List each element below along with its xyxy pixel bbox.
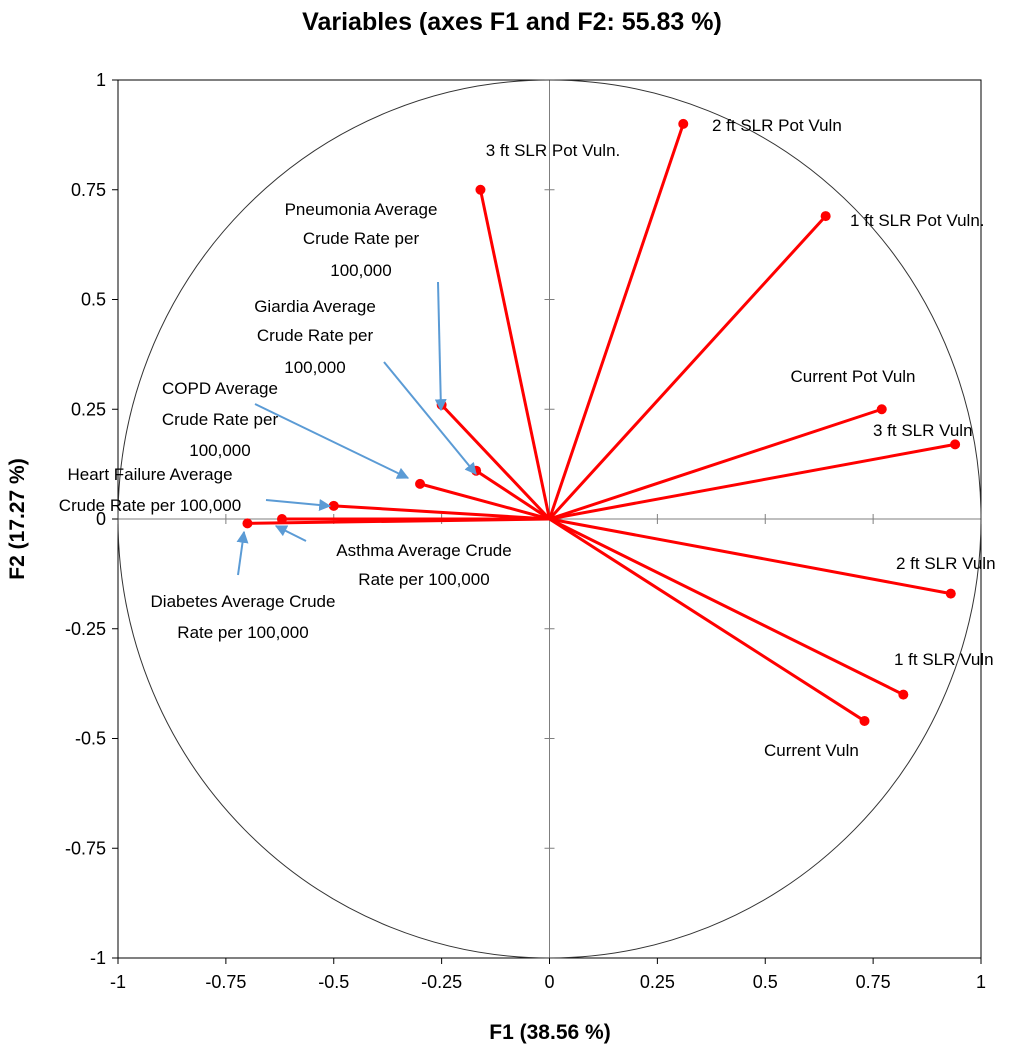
x-tick-label: 0.25	[640, 972, 675, 992]
variable-vector	[478, 189, 551, 520]
variable-vector	[548, 123, 685, 520]
pointer-arrow-layer	[236, 281, 477, 576]
variable-label-line: 1 ft SLR Vuln	[894, 650, 994, 669]
label-layer: 2 ft SLR Pot Vuln 3 ft SLR Pot Vuln. 1 ft …	[59, 116, 996, 760]
x-axis-title: F1 (38.56 %)	[489, 1021, 610, 1044]
variable-label-line: Crude Rate per	[303, 229, 420, 248]
label-pointer-arrow	[254, 403, 410, 479]
variable-vector	[440, 403, 551, 521]
variable-label-line: Crude Rate per	[162, 410, 279, 429]
variable-label-line: 100,000	[284, 358, 345, 377]
variable-label: Current Vuln	[764, 741, 859, 760]
variable-label-line: Crude Rate per	[257, 326, 374, 345]
label-pointer-arrow	[383, 361, 477, 475]
x-tick-label: -1	[110, 972, 126, 992]
tick-layer: -1 -0.75 -0.5 -0.25 0 0.25 0.5 0.75 1 1 0.75 0.5 0.2…	[65, 70, 986, 992]
variable-point	[415, 478, 426, 489]
y-tick-label: -0.75	[65, 838, 106, 858]
variable-label-line: Current Vuln	[764, 741, 859, 760]
variable-label-line: 3 ft SLR Vuln	[873, 421, 973, 440]
variable-label-line: 2 ft SLR Pot Vuln	[712, 116, 842, 135]
variable-label-line: 100,000	[189, 441, 250, 460]
variable-label: 2 ft SLR Vuln	[896, 554, 996, 573]
variable-label-line: 3 ft SLR Pot Vuln.	[486, 141, 621, 160]
variable-label-line: Heart Failure Average	[67, 465, 232, 484]
variable-point	[678, 118, 689, 129]
y-tick-label: 1	[96, 70, 106, 90]
y-axis-title: F2 (17.27 %)	[6, 458, 29, 579]
variable-label-line: Crude Rate per 100,000	[59, 496, 241, 515]
variable-label: 1 ft SLR Vuln	[894, 650, 994, 669]
variable-label: 2 ft SLR Pot Vuln	[712, 116, 842, 135]
variable-label-line: 100,000	[330, 261, 391, 280]
x-tick-label: 0.75	[856, 972, 891, 992]
circle-layer	[117, 79, 982, 959]
x-tick-label: 1	[976, 972, 986, 992]
y-tick-label: -1	[90, 948, 106, 968]
variable-label-line: Rate per 100,000	[358, 570, 489, 589]
variable-label-line: Current Pot Vuln	[790, 367, 915, 386]
vector-layer	[242, 118, 961, 726]
y-tick-label: 0.5	[81, 290, 106, 310]
variable-label-line: Pneumonia Average	[285, 200, 438, 219]
label-pointer-arrow	[236, 530, 249, 576]
variable-vector	[333, 504, 550, 521]
variable-vector	[549, 442, 956, 521]
variable-vector	[475, 469, 551, 521]
variable-label-line: Asthma Average Crude	[336, 541, 511, 560]
variable-point	[820, 211, 831, 222]
x-tick-label: -0.25	[421, 972, 462, 992]
variable-label: Asthma Average Crude Rate per 100,000	[336, 541, 511, 589]
variable-point	[945, 588, 956, 599]
variable-vector	[548, 517, 866, 723]
variable-label-line: COPD Average	[162, 379, 278, 398]
variable-point	[876, 404, 887, 415]
variable-vector	[548, 215, 827, 521]
variable-label: Pneumonia Average Crude Rate per 100,000	[285, 200, 438, 280]
variable-label: 3 ft SLR Pot Vuln.	[486, 141, 621, 160]
variable-vector	[549, 407, 883, 521]
x-tick-label: -0.75	[205, 972, 246, 992]
unit-circle	[117, 79, 982, 959]
variable-point	[242, 518, 253, 529]
variable-label: Diabetes Average Crude Rate per 100,000	[151, 592, 336, 642]
variable-label: Heart Failure Average Crude Rate per 100,…	[59, 465, 241, 515]
y-tick-label: 0.75	[71, 180, 106, 200]
x-tick-label: -0.5	[318, 972, 349, 992]
y-tick-label: 0.25	[71, 399, 106, 419]
variable-vector	[548, 517, 904, 696]
variable-label-line: Giardia Average	[254, 297, 376, 316]
variable-vector	[419, 482, 550, 521]
variable-label-line: Diabetes Average Crude	[151, 592, 336, 611]
y-tick-label: -0.5	[75, 729, 106, 749]
variable-point	[859, 715, 870, 726]
variable-label: Giardia Average Crude Rate per 100,000	[254, 297, 376, 377]
variable-point	[328, 500, 339, 511]
variable-label-line: 1 ft SLR Pot Vuln.	[850, 211, 985, 230]
variable-vector	[549, 517, 952, 596]
variable-label: 3 ft SLR Vuln	[873, 421, 973, 440]
label-pointer-arrow	[274, 525, 307, 542]
x-tick-label: 0.5	[753, 972, 778, 992]
variable-label-line: Rate per 100,000	[177, 623, 308, 642]
label-pointer-arrow	[265, 499, 332, 511]
chart-title: Variables (axes F1 and F2: 55.83 %)	[302, 8, 722, 36]
variable-vector	[247, 517, 550, 525]
y-tick-label: 0	[96, 509, 106, 529]
variable-label: COPD Average Crude Rate per 100,000	[162, 379, 279, 460]
label-pointer-arrow	[434, 281, 447, 412]
variable-label-line: 2 ft SLR Vuln	[896, 554, 996, 573]
x-tick-label: 0	[544, 972, 554, 992]
variable-label: 1 ft SLR Pot Vuln.	[850, 211, 985, 230]
y-tick-label: -0.25	[65, 619, 106, 639]
variable-point	[898, 689, 909, 700]
variable-point	[950, 439, 961, 450]
variable-label: Current Pot Vuln	[790, 367, 915, 386]
variable-point	[475, 184, 486, 195]
